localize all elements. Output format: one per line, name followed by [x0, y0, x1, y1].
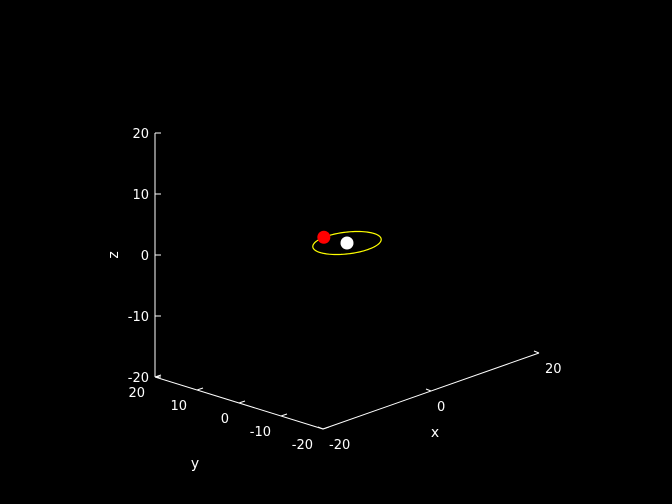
y-tick-mark — [323, 427, 329, 429]
y-tick-mark — [281, 414, 287, 416]
tick-marks — [155, 133, 539, 429]
x-tick-label: -20 — [329, 438, 350, 453]
central-body-point — [341, 237, 354, 250]
z-tick-label: -10 — [128, 310, 149, 325]
y-tick-label: -10 — [250, 425, 271, 440]
y-tick-label: -20 — [292, 438, 313, 453]
y-tick-label: 0 — [221, 412, 229, 427]
x-tick-label: 0 — [437, 400, 445, 415]
z-tick-label: -20 — [128, 371, 149, 386]
axes — [155, 133, 539, 429]
y-tick-label: 20 — [128, 386, 145, 401]
y-tick-mark — [239, 401, 245, 403]
z-tick-label: 0 — [141, 249, 149, 264]
x-tick-mark — [534, 351, 539, 353]
y-tick-mark — [197, 388, 203, 390]
x-axis-label: x — [431, 425, 439, 441]
z-tick-label: 20 — [132, 127, 149, 142]
z-axis-label: z — [106, 251, 122, 258]
y-tick-label: 10 — [170, 399, 187, 414]
x-tick-label: 20 — [545, 362, 562, 377]
y-axis-label: y — [191, 456, 199, 472]
orbiting-body-point — [317, 231, 330, 244]
z-tick-label: 10 — [132, 188, 149, 203]
x-tick-mark — [426, 389, 431, 391]
